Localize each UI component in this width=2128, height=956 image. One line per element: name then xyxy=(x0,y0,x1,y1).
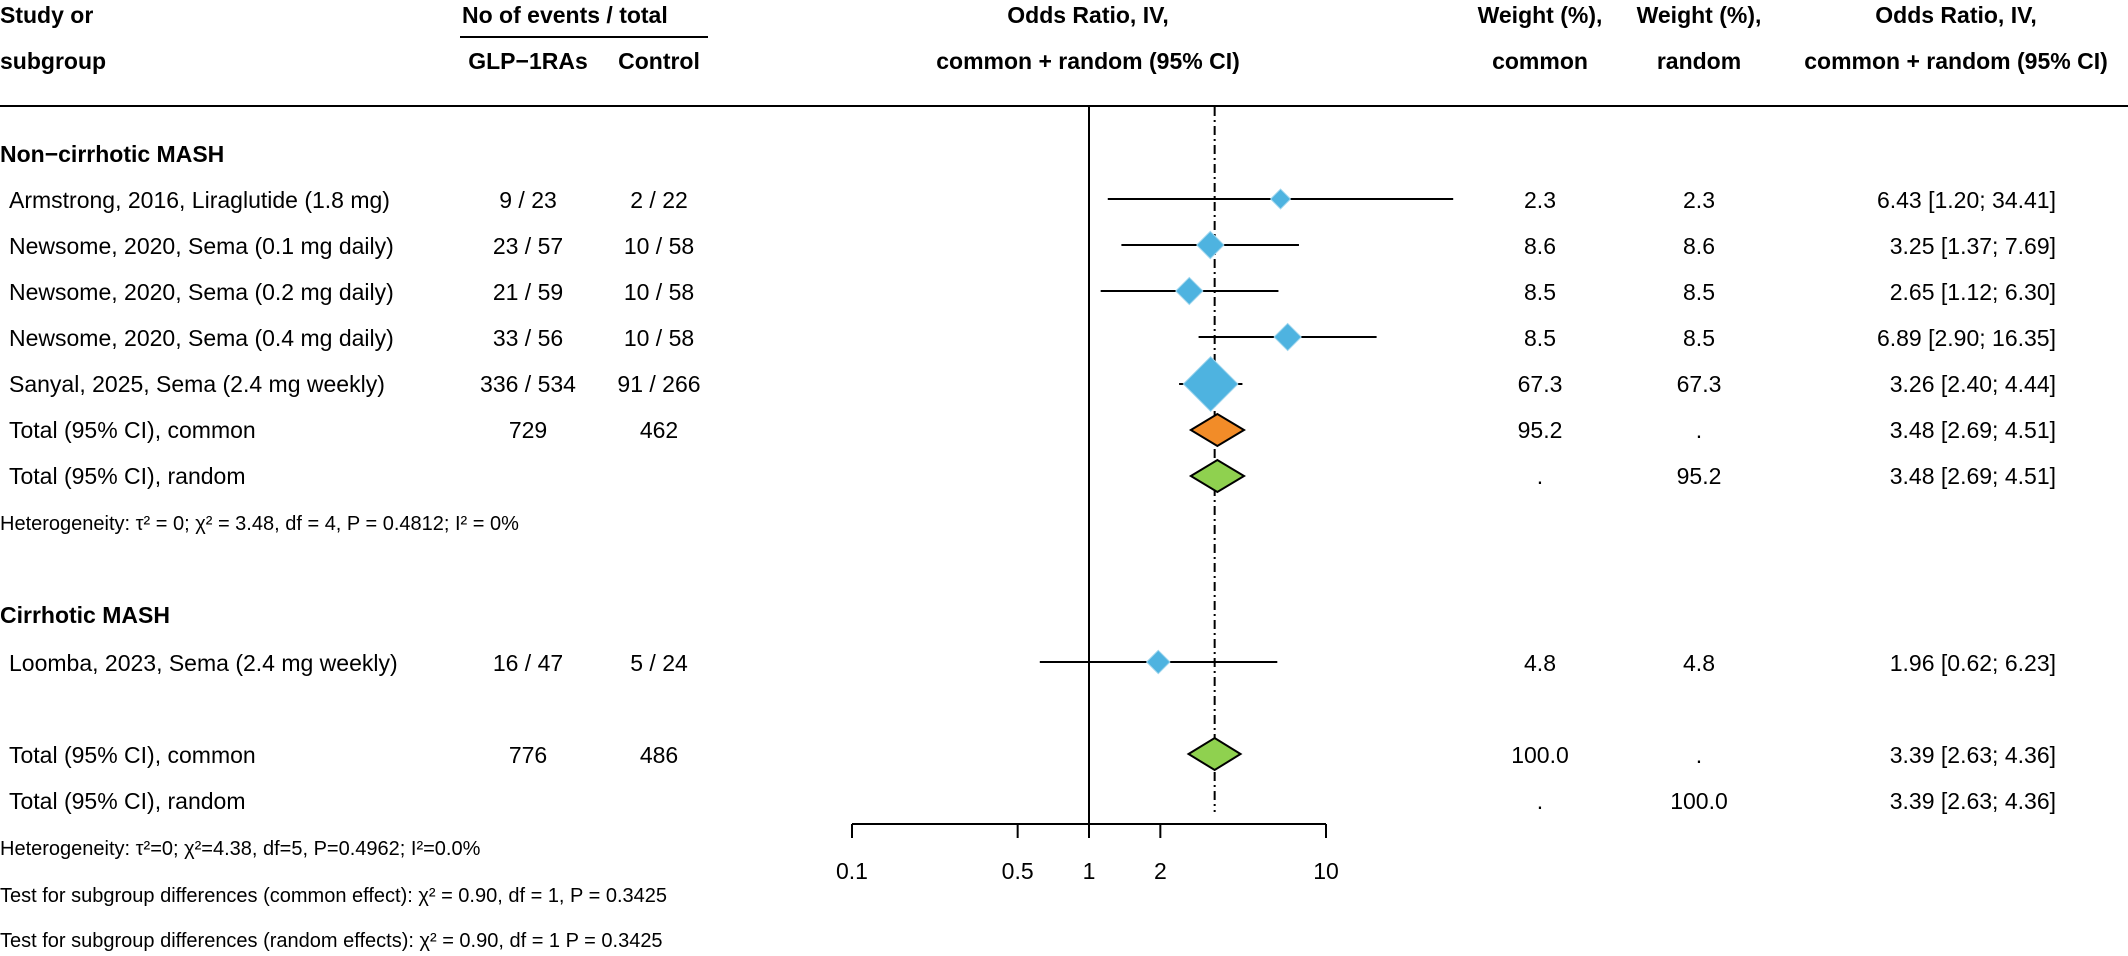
overall-weight-random: 100.0 xyxy=(1670,788,1728,814)
total-glp-events: 729 xyxy=(508,417,548,443)
study-glp-events: 33 / 56 xyxy=(492,325,564,351)
study-effect-marker xyxy=(1269,188,1292,210)
study-weight-common: 2.3 xyxy=(1524,187,1556,213)
study-or-ci-text: 1.96 [0.62; 6.23] xyxy=(1889,650,2056,676)
total-or-ci-text: 3.48 [2.69; 4.51] xyxy=(1889,417,2056,443)
header-control-label: Control xyxy=(618,48,700,74)
header-weight-common-line1: Weight (%), xyxy=(1477,2,1603,28)
overall-glp-events: 776 xyxy=(508,742,548,768)
total-control-events: 462 xyxy=(639,417,679,443)
group-label-non-cirrhotic: Non−cirrhotic MASH xyxy=(0,141,225,167)
heterogeneity-overall-note: Heterogeneity: τ²=0; χ²=4.38, df=5, P=0.… xyxy=(0,838,481,860)
study-label: Newsome, 2020, Sema (0.2 mg daily) xyxy=(9,279,394,305)
study-weight-random: 8.6 xyxy=(1683,233,1715,259)
total-weight-random: . xyxy=(1695,417,1703,443)
study-glp-events: 21 / 59 xyxy=(492,279,564,305)
study-or-ci-text: 3.26 [2.40; 4.44] xyxy=(1889,371,2056,397)
header-divider xyxy=(0,105,2128,107)
study-weight-random: 67.3 xyxy=(1676,371,1722,397)
header-weight-common-line2: common xyxy=(1492,48,1588,74)
study-control-events: 91 / 266 xyxy=(617,371,701,397)
study-control-events: 2 / 22 xyxy=(630,187,688,213)
overall-weight-common: . xyxy=(1536,788,1544,814)
total-common-label: Total (95% CI), common xyxy=(9,417,256,443)
header-ci-line1: Odds Ratio, IV, xyxy=(1875,2,2037,28)
study-or-ci-text: 6.43 [1.20; 34.41] xyxy=(1876,187,2056,213)
study-control-events: 10 / 58 xyxy=(623,279,695,305)
study-weight-random: 8.5 xyxy=(1683,279,1715,305)
study-control-events: 10 / 58 xyxy=(623,325,695,351)
study-weight-common: 67.3 xyxy=(1517,371,1563,397)
overall-or-ci-text: 3.39 [2.63; 4.36] xyxy=(1889,742,2056,768)
study-or-ci-text: 2.65 [1.12; 6.30] xyxy=(1889,279,2056,305)
x-axis-tick-label: 0.5 xyxy=(1002,858,1034,884)
study-control-events: 5 / 24 xyxy=(630,650,688,676)
overall-control-events: 486 xyxy=(639,742,679,768)
overall-or-ci-text: 3.39 [2.63; 4.36] xyxy=(1889,788,2056,814)
study-effect-marker xyxy=(1175,276,1204,306)
study-effect-marker xyxy=(1145,649,1171,675)
header-or-line2: common + random (95% CI) xyxy=(936,48,1240,74)
header-study-line2: subgroup xyxy=(0,48,107,74)
overall-random-label: Total (95% CI), random xyxy=(9,788,246,814)
header-events-underline xyxy=(460,36,708,38)
total-weight-common: . xyxy=(1536,463,1544,489)
heterogeneity-note: Heterogeneity: τ² = 0; χ² = 3.48, df = 4… xyxy=(0,513,519,535)
overall-common-label: Total (95% CI), common xyxy=(9,742,256,768)
subgroup-test-random-note: Test for subgroup differences (random ef… xyxy=(0,930,663,952)
study-label: Armstrong, 2016, Liraglutide (1.8 mg) xyxy=(9,187,390,213)
header-or-line1: Odds Ratio, IV, xyxy=(1007,2,1169,28)
study-or-ci-text: 3.25 [1.37; 7.69] xyxy=(1889,233,2056,259)
study-weight-common: 8.5 xyxy=(1524,325,1556,351)
total-weight-common: 95.2 xyxy=(1517,417,1563,443)
study-label: Loomba, 2023, Sema (2.4 mg weekly) xyxy=(9,650,398,676)
pooled-random-diamond xyxy=(1186,736,1243,772)
subgroup-test-common-note: Test for subgroup differences (common ef… xyxy=(0,885,667,907)
header-study-line1: Study or xyxy=(0,2,94,28)
header-events-group: No of events / total xyxy=(462,2,668,28)
study-glp-events: 16 / 47 xyxy=(492,650,564,676)
x-axis-tick-label: 0.1 xyxy=(836,858,868,884)
study-glp-events: 336 / 534 xyxy=(480,371,576,397)
study-control-events: 10 / 58 xyxy=(623,233,695,259)
total-or-ci-text: 3.48 [2.69; 4.51] xyxy=(1889,463,2056,489)
study-glp-events: 9 / 23 xyxy=(499,187,557,213)
total-weight-random: 95.2 xyxy=(1676,463,1722,489)
x-axis-tick-label: 1 xyxy=(1083,858,1096,884)
header-weight-random-line2: random xyxy=(1656,48,1742,74)
study-effect-marker xyxy=(1273,322,1302,352)
overall-weight-random: . xyxy=(1695,742,1703,768)
header-glp-label: GLP−1RAs xyxy=(468,48,588,74)
study-effect-marker xyxy=(1182,355,1239,413)
study-weight-random: 2.3 xyxy=(1683,187,1715,213)
study-or-ci-text: 6.89 [2.90; 16.35] xyxy=(1876,325,2056,351)
study-weight-random: 8.5 xyxy=(1683,325,1715,351)
x-axis-tick-label: 2 xyxy=(1154,858,1167,884)
study-effect-marker xyxy=(1195,230,1225,260)
study-weight-random: 4.8 xyxy=(1683,650,1715,676)
study-weight-common: 8.6 xyxy=(1524,233,1556,259)
x-axis-tick-label: 10 xyxy=(1313,858,1339,884)
pooled-common-diamond xyxy=(1188,412,1246,448)
group-label-cirrhotic: Cirrhotic MASH xyxy=(0,602,170,628)
study-weight-common: 4.8 xyxy=(1524,650,1556,676)
header-ci-line2: common + random (95% CI) xyxy=(1804,48,2108,74)
study-weight-common: 8.5 xyxy=(1524,279,1556,305)
overall-weight-common: 100.0 xyxy=(1511,742,1569,768)
study-label: Newsome, 2020, Sema (0.4 mg daily) xyxy=(9,325,394,351)
study-glp-events: 23 / 57 xyxy=(492,233,564,259)
study-label: Sanyal, 2025, Sema (2.4 mg weekly) xyxy=(9,371,385,397)
header-weight-random-line1: Weight (%), xyxy=(1636,2,1762,28)
total-random-label: Total (95% CI), random xyxy=(9,463,246,489)
study-label: Newsome, 2020, Sema (0.1 mg daily) xyxy=(9,233,394,259)
pooled-random-diamond xyxy=(1188,458,1246,494)
